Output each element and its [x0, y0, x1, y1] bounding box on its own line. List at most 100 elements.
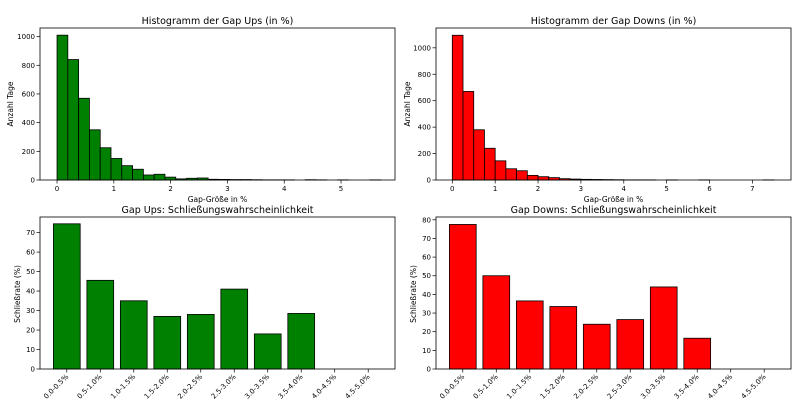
bar [549, 306, 578, 370]
bar [649, 286, 678, 370]
x-tick-label: 3.0-3.5% [243, 373, 271, 400]
bar [683, 337, 712, 370]
x-axis-label: Gap-Größe in % [584, 195, 644, 204]
x-tick-label: 3 [579, 185, 583, 193]
x-tick-label: 0 [55, 185, 59, 193]
y-ticks: 0 200 400 600 800 1000 [413, 44, 436, 185]
y-ticks: 0 200 400 600 800 1000 [17, 33, 40, 185]
y-ticks: 0 10 20 30 40 50 60 70 80 [422, 216, 436, 374]
bar [99, 147, 112, 181]
y-tick-label: 800 [418, 71, 431, 79]
bar [153, 173, 166, 181]
bar [119, 300, 148, 370]
x-tick-label: 0.0-0.5% [42, 373, 70, 400]
x-tick-label: 2 [168, 185, 172, 193]
x-tick-label: 4 [622, 185, 627, 193]
bars [451, 34, 775, 181]
x-tick-label: 0.0-0.5% [438, 373, 466, 400]
bar [78, 97, 90, 181]
x-tick-label: 3.5-4.0% [277, 373, 305, 400]
y-tick-label: 0 [31, 177, 35, 185]
y-tick-label: 40 [26, 288, 35, 296]
x-tick-label: 2.5-3.0% [210, 373, 238, 400]
y-tick-label: 40 [422, 291, 431, 299]
bar [448, 224, 477, 370]
x-ticks: 0.0-0.5% 0.5-1.0% 1.0-1.5% 1.5-2.0% 2.0-2.5%… [42, 369, 372, 400]
x-tick-label: 1.0-1.5% [505, 373, 533, 400]
panel-hist-down: Histogramm der Gap Downs (in %) Anzahl T… [403, 16, 792, 204]
x-tick-label: 4.5-5.0% [740, 373, 768, 400]
y-ticks: 0 10 20 30 40 50 60 70 [26, 229, 40, 374]
y-tick-label: 800 [22, 62, 35, 70]
x-tick-label: 5 [339, 185, 343, 193]
bar [473, 129, 485, 181]
x-tick-label: 0 [450, 185, 454, 193]
bar [56, 34, 69, 181]
bar [110, 158, 123, 181]
bar [451, 34, 464, 181]
x-tick-label: 3 [225, 185, 229, 193]
bar [67, 59, 80, 181]
bar [462, 91, 475, 181]
y-tick-label: 400 [418, 124, 431, 132]
y-tick-label: 30 [422, 310, 431, 318]
y-tick-label: 200 [418, 150, 431, 158]
bar [121, 165, 133, 181]
bar [86, 279, 115, 370]
bar [537, 176, 550, 181]
y-axis-label: Schließrate (%) [409, 265, 418, 323]
x-tick-label: 5 [664, 185, 668, 193]
plot-frame [39, 27, 396, 181]
bar [52, 223, 81, 370]
y-tick-label: 600 [418, 97, 431, 105]
x-tick-label: 4.5-5.0% [344, 373, 372, 400]
bar [220, 288, 249, 370]
bar [526, 174, 539, 181]
y-tick-label: 0 [427, 366, 431, 374]
y-tick-label: 30 [26, 307, 35, 315]
x-tick-label: 3.0-3.5% [639, 373, 667, 400]
y-axis-label: Schließrate (%) [13, 265, 22, 323]
bar [132, 168, 144, 181]
y-tick-label: 20 [422, 328, 431, 336]
x-tick-label: 1.5-2.0% [143, 373, 171, 400]
y-tick-label: 400 [22, 119, 35, 127]
x-tick-label: 2.0-2.5% [572, 373, 600, 400]
y-tick-label: 80 [422, 216, 431, 224]
x-tick-label: 4.0-4.5% [706, 373, 734, 400]
bar [164, 176, 177, 181]
y-axis-label: Anzahl Tage [403, 81, 412, 126]
bar [153, 315, 182, 370]
x-tick-label: 0.5-1.0% [76, 373, 104, 400]
bar [494, 160, 507, 181]
y-tick-label: 60 [26, 249, 35, 257]
bar [616, 319, 645, 370]
panel-close-up: Gap Ups: Schließungswahrscheinlichkeit S… [13, 205, 396, 400]
y-tick-label: 70 [422, 235, 431, 243]
plot-frame [39, 216, 396, 370]
x-tick-label: 4.0-4.5% [310, 373, 338, 400]
y-tick-label: 70 [26, 229, 35, 237]
bar [89, 129, 101, 181]
x-ticks: 0.0-0.5% 0.5-1.0% 1.0-1.5% 1.5-2.0% 2.0-2.5%… [438, 369, 768, 400]
y-tick-label: 200 [22, 148, 35, 156]
y-tick-label: 10 [422, 347, 431, 355]
x-tick-label: 2 [536, 185, 540, 193]
y-tick-label: 50 [26, 268, 35, 276]
y-tick-label: 600 [22, 90, 35, 98]
y-tick-label: 60 [422, 254, 431, 262]
plot-frame [435, 216, 792, 370]
x-tick-label: 1 [493, 185, 497, 193]
x-ticks: 0 1 2 3 4 5 6 7 [450, 180, 755, 193]
x-tick-label: 2.5-3.0% [606, 373, 634, 400]
chart-title: Gap Ups: Schließungswahrscheinlichkeit [122, 205, 314, 216]
x-ticks: 0 1 2 3 4 5 [55, 180, 343, 193]
x-tick-label: 1.0-1.5% [109, 373, 137, 400]
bar [484, 147, 496, 181]
y-tick-label: 0 [427, 177, 431, 185]
x-tick-label: 1.5-2.0% [539, 373, 567, 400]
x-tick-label: 3.5-4.0% [673, 373, 701, 400]
bar [482, 275, 511, 370]
x-tick-label: 2.0-2.5% [176, 373, 204, 400]
